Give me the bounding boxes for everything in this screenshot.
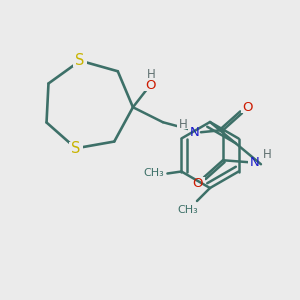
Text: H: H bbox=[147, 68, 155, 81]
FancyBboxPatch shape bbox=[73, 55, 87, 67]
Text: S: S bbox=[76, 53, 85, 68]
FancyBboxPatch shape bbox=[261, 149, 273, 159]
FancyBboxPatch shape bbox=[188, 126, 202, 138]
Text: N: N bbox=[190, 126, 200, 139]
Text: N: N bbox=[250, 156, 260, 169]
Text: H: H bbox=[178, 118, 187, 131]
FancyBboxPatch shape bbox=[177, 119, 189, 129]
Text: CH₃: CH₃ bbox=[178, 205, 198, 215]
Text: O: O bbox=[193, 177, 203, 190]
FancyBboxPatch shape bbox=[145, 69, 157, 79]
FancyBboxPatch shape bbox=[143, 79, 159, 91]
FancyBboxPatch shape bbox=[191, 177, 205, 189]
FancyBboxPatch shape bbox=[69, 142, 83, 154]
FancyBboxPatch shape bbox=[248, 156, 262, 168]
Text: O: O bbox=[146, 79, 156, 92]
Text: H: H bbox=[262, 148, 271, 161]
Text: CH₃: CH₃ bbox=[143, 169, 164, 178]
FancyBboxPatch shape bbox=[241, 101, 255, 113]
Text: S: S bbox=[71, 141, 80, 156]
Text: O: O bbox=[243, 101, 253, 114]
